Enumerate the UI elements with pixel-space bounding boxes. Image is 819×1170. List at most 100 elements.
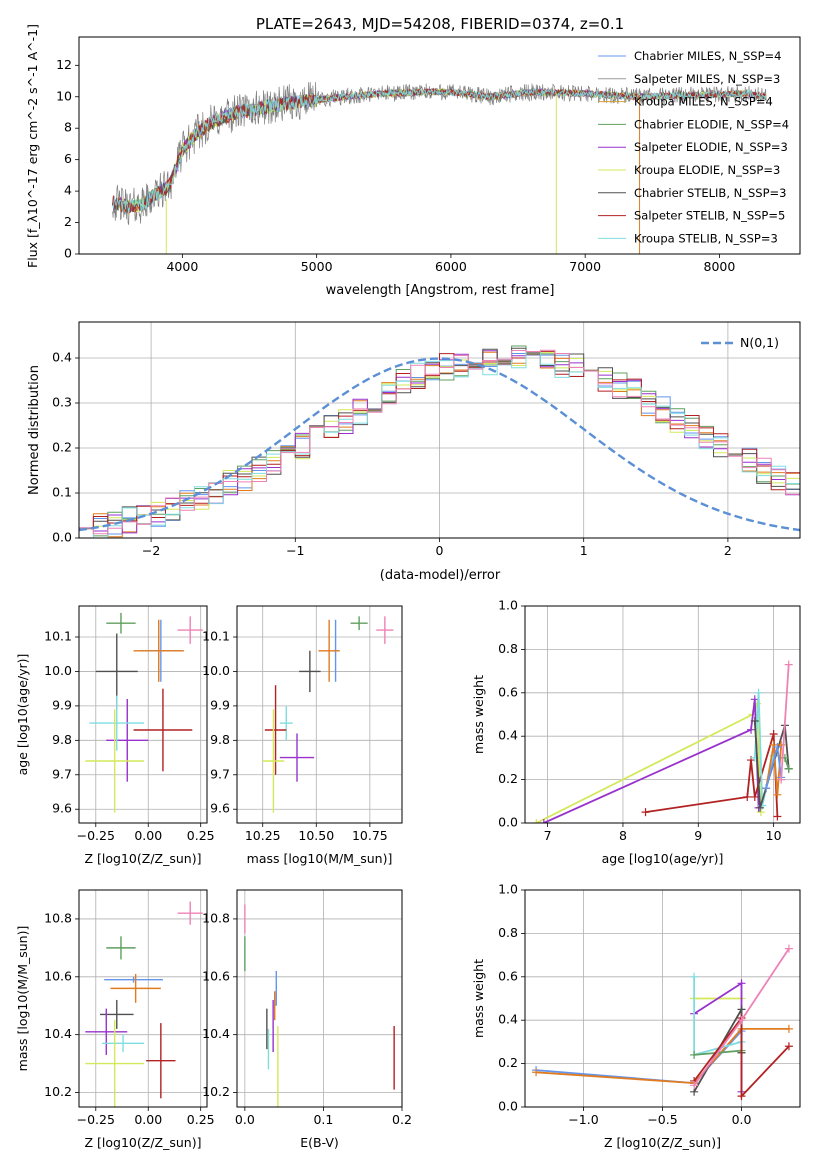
spectrum-title: PLATE=2643, MJD=54208, FIBERID=0374, z=0…: [256, 15, 624, 33]
residuals-ytick-label-2: 0.2: [52, 440, 72, 455]
weight-vs-age-ylabel: mass weight: [471, 675, 486, 754]
mass-vs-z: −0.25 0.00 0.25 10.2 10.4 10.6 10.8 Z [log10(Z/…: [15, 889, 215, 1150]
mass-vs-ebv-xlabel: E(B-V): [300, 1135, 339, 1150]
age-vs-z-point-1: [133, 619, 184, 682]
spectrum-ytick-label-6: 12: [56, 57, 72, 72]
age-vs-mass-point-7: [264, 685, 287, 775]
weight-vs-age-series-8: [780, 664, 790, 780]
weight-vs-z-xtick-label-1: −0.5: [647, 1112, 677, 1127]
weight-vs-z-marker-7-2: [737, 1092, 746, 1101]
mass-vs-ebv-xtick-label-2: 0.2: [392, 1112, 412, 1127]
age-vs-z-ytick-label-1: 9.7: [52, 766, 72, 781]
mass-vs-z-point-8: [85, 1020, 145, 1107]
mass-vs-z-point-0: [104, 976, 163, 983]
residuals: −2 −1 0 1 2 0.0 0.1 0.2 0.3 0.4 (data-model)/error…: [27, 321, 801, 583]
age-vs-mass-ytick-label-0: 9.6: [210, 801, 230, 816]
mass-vs-z-ytick-label-2: 10.6: [44, 968, 72, 983]
age-vs-mass-ytick-label-3: 9.9: [210, 697, 230, 712]
weight-vs-age-xtick-label-1: 8: [619, 828, 627, 843]
age-vs-mass-xtick-label-1: 10.50: [298, 828, 334, 843]
weight-vs-z-ytick-label-5: 1.0: [498, 882, 518, 897]
legend-label-3: Chabrier ELODIE, N_SSP=4: [634, 117, 789, 131]
mass-vs-ebv-ytick-label-0: 10.2: [202, 1084, 230, 1099]
mass-vs-z-plot-area: [85, 901, 203, 1107]
age-vs-z-point-5: [106, 699, 149, 782]
weight-vs-age-marker-1-0: [539, 819, 548, 823]
mass-vs-z-xtick-label-1: 0.00: [134, 1112, 162, 1127]
age-vs-mass-xlabel: mass [log10(M/M_sun)]: [247, 851, 393, 866]
age-vs-mass-point-1: [318, 619, 340, 682]
age-vs-mass-ytick-label-1: 9.7: [210, 766, 230, 781]
age-vs-mass-xtick-label-0: 10.25: [245, 828, 281, 843]
residuals-xtick-label-3: 1: [580, 543, 588, 558]
weight-vs-z-marker-6-1: [737, 1005, 746, 1014]
weight-vs-age-ytick-label-4: 0.8: [498, 641, 518, 656]
age-vs-mass-plot-area: [262, 616, 394, 813]
mass-vs-z-point-4: [99, 999, 134, 1029]
weight-vs-age-plot-area: [532, 660, 793, 823]
weight-vs-z-marker-8-1: [737, 1016, 746, 1025]
weight-vs-age-marker-2-5: [773, 812, 782, 821]
age-vs-z-plot-area: [85, 612, 203, 813]
weight-vs-age-ytick-label-3: 0.6: [498, 684, 518, 699]
weight-vs-age-marker-5-2: [773, 790, 782, 799]
age-vs-mass-point-3: [376, 616, 394, 644]
residuals-ytick-label-3: 0.3: [52, 395, 72, 410]
legend-label-7: Salpeter STELIB, N_SSP=5: [634, 209, 785, 223]
age-vs-mass-xtick-label-2: 10.75: [352, 828, 388, 843]
weight-vs-z-marker-5-0: [690, 1050, 699, 1059]
age-vs-z-point-8: [85, 709, 145, 813]
age-vs-z-point-7: [133, 688, 193, 772]
hist-step-7: [79, 351, 800, 538]
spectrum-xtick-label-3: 7000: [569, 259, 601, 274]
age-vs-z-ytick-label-3: 9.9: [52, 697, 72, 712]
mass-vs-z-point-5: [85, 1008, 128, 1055]
age-vs-z-xlabel: Z [log10(Z/Z_sun)]: [85, 851, 202, 866]
weight-vs-z-marker-8-0: [690, 1081, 699, 1090]
mass-vs-z-ytick-label-1: 10.4: [44, 1026, 72, 1041]
weight-vs-age-xtick-label-3: 10: [766, 828, 782, 843]
weight-vs-age-marker-0-0: [532, 819, 541, 823]
mass-vs-z-ytick-label-0: 10.2: [44, 1084, 72, 1099]
weight-vs-age-ytick-label-2: 0.4: [498, 728, 518, 743]
age-vs-z-point-2: [106, 612, 136, 634]
weight-vs-age-marker-8-0: [777, 775, 786, 784]
legend-label-1: Salpeter MILES, N_SSP=3: [634, 72, 780, 86]
age-vs-z-ytick-label-2: 9.8: [52, 732, 72, 747]
legend-label-2: Kroupa MILES, N_SSP=4: [634, 95, 773, 109]
spectrum-legend: Chabrier MILES, N_SSP=4 Salpeter MILES, N…: [598, 49, 789, 245]
weight-vs-z-xtick-label-0: −1.0: [568, 1112, 598, 1127]
age-vs-mass-point-5: [279, 733, 315, 782]
spectrum-ytick-label-5: 10: [56, 88, 72, 103]
legend-label-6: Chabrier STELIB, N_SSP=3: [634, 186, 786, 200]
weight-vs-age-xtick-label-2: 9: [694, 828, 702, 843]
age-vs-z-xtick-label-0: −0.25: [77, 828, 115, 843]
weight-vs-age-marker-0-3: [756, 808, 765, 817]
gaussian-legend-label: N(0,1): [740, 335, 779, 350]
mass-vs-ebv-ytick-label-2: 10.6: [202, 968, 230, 983]
mass-vs-ebv-ytick-label-1: 10.4: [202, 1026, 230, 1041]
weight-vs-age-marker-3-1: [754, 688, 763, 697]
spectrum-xtick-label-1: 5000: [301, 259, 333, 274]
weight-vs-age-series-7: [784, 757, 790, 770]
weight-vs-age-marker-6-0: [762, 784, 771, 793]
legend-label-4: Salpeter ELODIE, N_SSP=3: [634, 140, 788, 154]
mass-vs-z-ylabel: mass [log10(M/M_sun)]: [15, 926, 30, 1072]
age-vs-z: −0.25 0.00 0.25 9.6 9.7 9.8 9.9 10.0 10.1 Z [log1…: [15, 605, 215, 866]
age-vs-z-ytick-label-0: 9.6: [52, 801, 72, 816]
residuals-xtick-label-1: −1: [286, 543, 304, 558]
weight-vs-age-marker-2-3: [750, 792, 759, 801]
weight-vs-z-marker-3-1: [737, 979, 746, 988]
age-vs-mass-point-4: [299, 650, 321, 693]
residuals-xtick-label-0: −2: [142, 543, 160, 558]
spectrum-plot-area: [112, 81, 767, 254]
mass-vs-ebv-border: [236, 889, 403, 1108]
age-vs-z-point-3: [177, 616, 203, 644]
weight-vs-z-xlabel: Z [log10(Z/Z_sun)]: [604, 1135, 721, 1150]
hist-step-5: [79, 347, 800, 538]
weight-vs-age-marker-4-1: [756, 803, 765, 812]
mass-vs-z-border: [78, 889, 208, 1108]
weight-vs-z: −1.0 −0.5 0.0 0.0 0.2 0.4 0.6 0.8 1.0 Z [log10(Z/…: [471, 882, 801, 1150]
mass-vs-ebv-plot-area: [244, 904, 395, 1107]
weight-vs-age-marker-8-1: [784, 660, 793, 669]
